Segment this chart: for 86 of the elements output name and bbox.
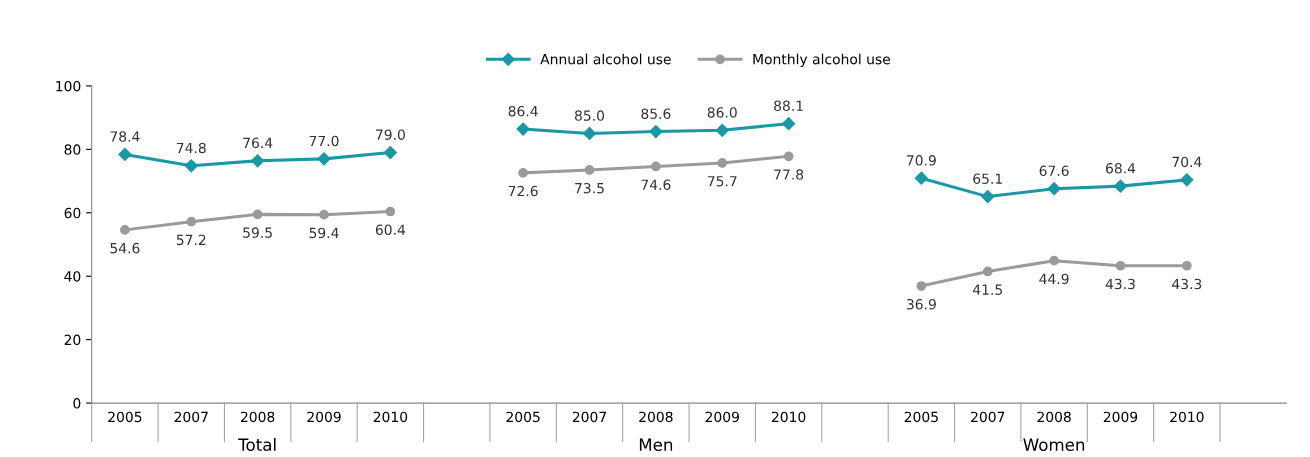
data-label: 86.4 bbox=[508, 105, 538, 117]
point bbox=[518, 167, 528, 178]
point bbox=[317, 152, 331, 166]
point bbox=[319, 209, 329, 220]
data-label: 44.9 bbox=[1039, 273, 1069, 285]
x-tick-label: 2008 bbox=[240, 411, 275, 423]
data-label: 75.7 bbox=[707, 176, 737, 187]
y-tick-label: 60 bbox=[64, 207, 81, 219]
data-label: 70.9 bbox=[907, 155, 936, 166]
x-tick-label: 2010 bbox=[771, 411, 806, 423]
x-tick-label: 2007 bbox=[572, 411, 606, 423]
point bbox=[1113, 179, 1128, 193]
text: Total bbox=[238, 438, 276, 451]
point bbox=[252, 209, 263, 220]
x-tick-label: 2008 bbox=[1037, 411, 1071, 423]
data-label: 36.9 bbox=[906, 299, 936, 310]
point bbox=[582, 126, 597, 141]
point bbox=[184, 159, 198, 173]
point bbox=[1181, 260, 1192, 271]
y-tick-label: 40 bbox=[64, 271, 81, 282]
point bbox=[651, 161, 661, 172]
data-label: 73.5 bbox=[575, 182, 604, 194]
data-label: 85.6 bbox=[641, 108, 671, 119]
point bbox=[584, 165, 595, 175]
data-label: 78.4 bbox=[110, 131, 140, 142]
point bbox=[186, 216, 197, 227]
text: Men bbox=[639, 438, 673, 451]
point bbox=[982, 266, 993, 277]
x-tick-label: 2008 bbox=[639, 411, 673, 423]
point bbox=[118, 147, 132, 162]
data-label: 41.5 bbox=[972, 284, 1002, 295]
data-label: 77.8 bbox=[774, 169, 804, 180]
legend-label: Monthly alcohol use bbox=[753, 53, 891, 68]
data-label: 67.6 bbox=[1039, 165, 1069, 177]
x-tick-label: 2005 bbox=[904, 411, 938, 423]
point bbox=[1049, 255, 1059, 266]
data-label: 74.8 bbox=[176, 142, 206, 154]
y-tick-label: 0 bbox=[73, 398, 81, 409]
point bbox=[1115, 260, 1126, 271]
point bbox=[1180, 173, 1194, 187]
point bbox=[916, 281, 927, 291]
point bbox=[516, 122, 530, 136]
legend-label: Annual alcohol use bbox=[540, 53, 671, 65]
y-tick-label: 20 bbox=[64, 334, 81, 346]
point bbox=[715, 123, 729, 137]
data-label: 70.4 bbox=[1172, 156, 1202, 168]
data-label: 88.1 bbox=[774, 100, 803, 112]
x-tick-label: 2007 bbox=[971, 411, 1005, 423]
data-label: 65.1 bbox=[973, 173, 1002, 184]
point bbox=[385, 206, 396, 217]
point bbox=[981, 190, 995, 204]
x-tick-label: 2005 bbox=[108, 411, 142, 423]
point bbox=[251, 154, 265, 168]
y-tick-label: 100 bbox=[56, 80, 81, 92]
point bbox=[1047, 182, 1061, 196]
point bbox=[717, 158, 728, 168]
data-label: 43.3 bbox=[1105, 278, 1135, 290]
data-label: 74.6 bbox=[641, 179, 671, 190]
x-tick-label: 2009 bbox=[307, 411, 341, 423]
x-tick-label: 2009 bbox=[1103, 411, 1138, 423]
point bbox=[383, 145, 397, 160]
point bbox=[120, 225, 130, 235]
x-tick-label: 2007 bbox=[174, 411, 208, 423]
x-tick-label: 2005 bbox=[506, 411, 540, 423]
data-label: 85.0 bbox=[574, 110, 605, 121]
data-label: 43.3 bbox=[1172, 278, 1202, 290]
y-tick-label: 80 bbox=[64, 144, 81, 155]
point bbox=[783, 151, 794, 162]
data-label: 57.2 bbox=[176, 234, 206, 246]
data-label: 79.0 bbox=[376, 129, 405, 140]
x-tick-label: 2009 bbox=[705, 411, 739, 423]
data-label: 72.6 bbox=[508, 185, 538, 197]
point bbox=[649, 124, 663, 139]
point bbox=[914, 171, 928, 185]
data-label: 77.0 bbox=[309, 135, 339, 147]
data-label: 54.6 bbox=[110, 242, 140, 254]
data-label: 59.4 bbox=[309, 227, 339, 239]
point bbox=[782, 117, 796, 131]
data-label: 68.4 bbox=[1105, 163, 1136, 174]
data-label: 86.0 bbox=[707, 107, 737, 118]
data-label: 59.5 bbox=[243, 227, 272, 238]
text: Women bbox=[1023, 438, 1085, 451]
data-label: 60.4 bbox=[375, 224, 406, 235]
x-tick-label: 2010 bbox=[1170, 411, 1204, 423]
data-label: 76.4 bbox=[243, 137, 273, 149]
x-tick-label: 2010 bbox=[373, 411, 408, 423]
